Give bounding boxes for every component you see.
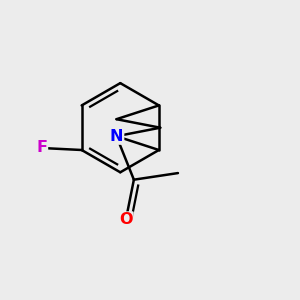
Text: O: O xyxy=(119,212,133,227)
Text: N: N xyxy=(110,129,123,144)
Text: F: F xyxy=(36,140,47,155)
